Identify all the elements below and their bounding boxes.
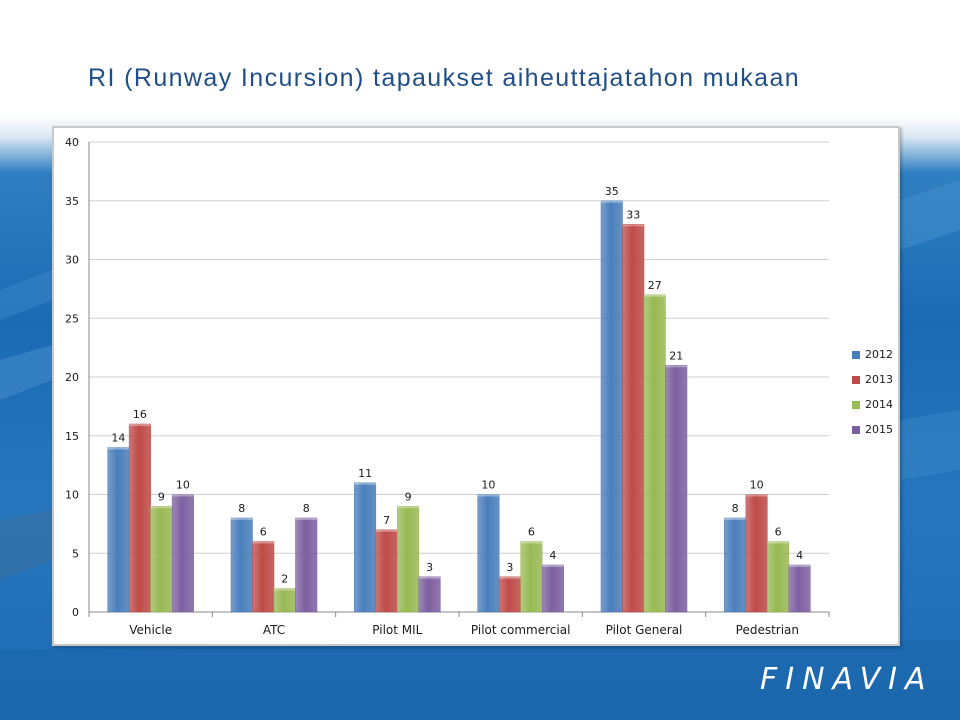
legend-item-2015: 2015 <box>852 417 896 442</box>
data-label: 7 <box>383 514 390 527</box>
data-label: 11 <box>358 467 372 480</box>
chart-legend: 2012 2013 2014 2015 <box>852 342 896 442</box>
bar-2012-pilot-mil <box>354 482 377 613</box>
data-label: 4 <box>796 549 803 562</box>
data-label: 6 <box>528 526 535 539</box>
x-tick-label: ATC <box>263 623 285 637</box>
data-label: 9 <box>158 490 165 503</box>
x-tick-label: Pedestrian <box>736 623 799 637</box>
y-tick-label: 10 <box>65 489 79 502</box>
data-label: 8 <box>303 502 310 515</box>
y-tick-label: 20 <box>65 371 79 384</box>
x-tick-label: Pilot MIL <box>372 623 422 637</box>
y-tick-label: 5 <box>72 547 79 560</box>
bar-2014-pilot-commercial <box>520 541 543 613</box>
data-label: 21 <box>669 349 683 362</box>
legend-item-2013: 2013 <box>852 367 896 392</box>
y-tick-label: 40 <box>65 136 79 149</box>
data-label: 33 <box>626 208 640 221</box>
legend-label: 2012 <box>865 348 893 361</box>
data-label: 35 <box>605 185 619 198</box>
data-label: 10 <box>176 479 190 492</box>
bar-2015-atc <box>295 517 318 613</box>
bar-2013-pilot-general <box>622 224 645 613</box>
data-label: 27 <box>648 279 662 292</box>
bar-2012-pilot-commercial <box>477 494 500 613</box>
data-label: 3 <box>506 561 513 574</box>
data-label: 6 <box>775 526 782 539</box>
y-tick-label: 0 <box>72 606 79 619</box>
bar-2014-pilot-mil <box>397 506 420 613</box>
bar-2014-pedestrian <box>767 541 790 613</box>
bar-2013-pedestrian <box>745 494 768 613</box>
bar-2015-vehicle <box>171 494 194 613</box>
bar-chart: 0 5 10 15 20 25 30 35 40 14 16 9 10 Vehicle 8 6 2 8 ATC 11 7… <box>65 136 830 637</box>
y-tick-label: 35 <box>65 195 79 208</box>
finavia-logo: FINAVIA <box>760 662 934 697</box>
legend-swatch <box>852 375 860 384</box>
bar-2015-pilot-mil <box>418 576 441 613</box>
legend-item-2014: 2014 <box>852 392 896 417</box>
legend-swatch <box>852 350 860 359</box>
bar-2012-pilot-general <box>600 200 623 613</box>
data-label: 9 <box>405 490 412 503</box>
bar-2013-atc <box>252 541 275 613</box>
data-label: 2 <box>281 573 288 586</box>
bar-2014-vehicle <box>150 506 173 613</box>
legend-item-2012: 2012 <box>852 342 896 367</box>
data-label: 6 <box>260 526 267 539</box>
bar-2013-pilot-mil <box>375 529 398 613</box>
bar-2012-atc <box>230 517 253 613</box>
bar-2012-pedestrian <box>724 517 747 613</box>
bar-2015-pilot-general <box>665 365 688 613</box>
bar-2015-pilot-commercial <box>541 564 564 613</box>
bar-2012-vehicle <box>107 447 130 613</box>
bar-2015-pedestrian <box>788 564 811 613</box>
data-label: 3 <box>426 561 433 574</box>
legend-label: 2015 <box>865 423 893 436</box>
x-tick-label: Pilot commercial <box>471 623 571 637</box>
chart-container: 0 5 10 15 20 25 30 35 40 14 16 9 10 Vehicle 8 6 2 8 ATC 11 7… <box>52 126 900 646</box>
data-label: 10 <box>750 479 764 492</box>
x-tick-label: Vehicle <box>129 623 172 637</box>
bar-2014-atc <box>273 588 296 613</box>
data-label: 14 <box>111 432 125 445</box>
legend-label: 2013 <box>865 373 893 386</box>
data-label: 10 <box>481 479 495 492</box>
legend-label: 2014 <box>865 398 893 411</box>
y-tick-label: 15 <box>65 430 79 443</box>
y-tick-label: 30 <box>65 254 79 267</box>
legend-swatch <box>852 400 860 409</box>
bar-2013-pilot-commercial <box>498 576 521 613</box>
data-label: 4 <box>549 549 556 562</box>
legend-swatch <box>852 425 860 434</box>
y-tick-label: 25 <box>65 312 79 325</box>
data-label: 8 <box>732 502 739 515</box>
x-tick-label: Pilot General <box>606 623 683 637</box>
slide-title: RI (Runway Incursion) tapaukset aiheutta… <box>88 64 801 92</box>
data-label: 8 <box>238 502 245 515</box>
bar-2013-vehicle <box>128 423 151 613</box>
data-label: 16 <box>133 408 147 421</box>
bar-2014-pilot-general <box>643 294 666 613</box>
